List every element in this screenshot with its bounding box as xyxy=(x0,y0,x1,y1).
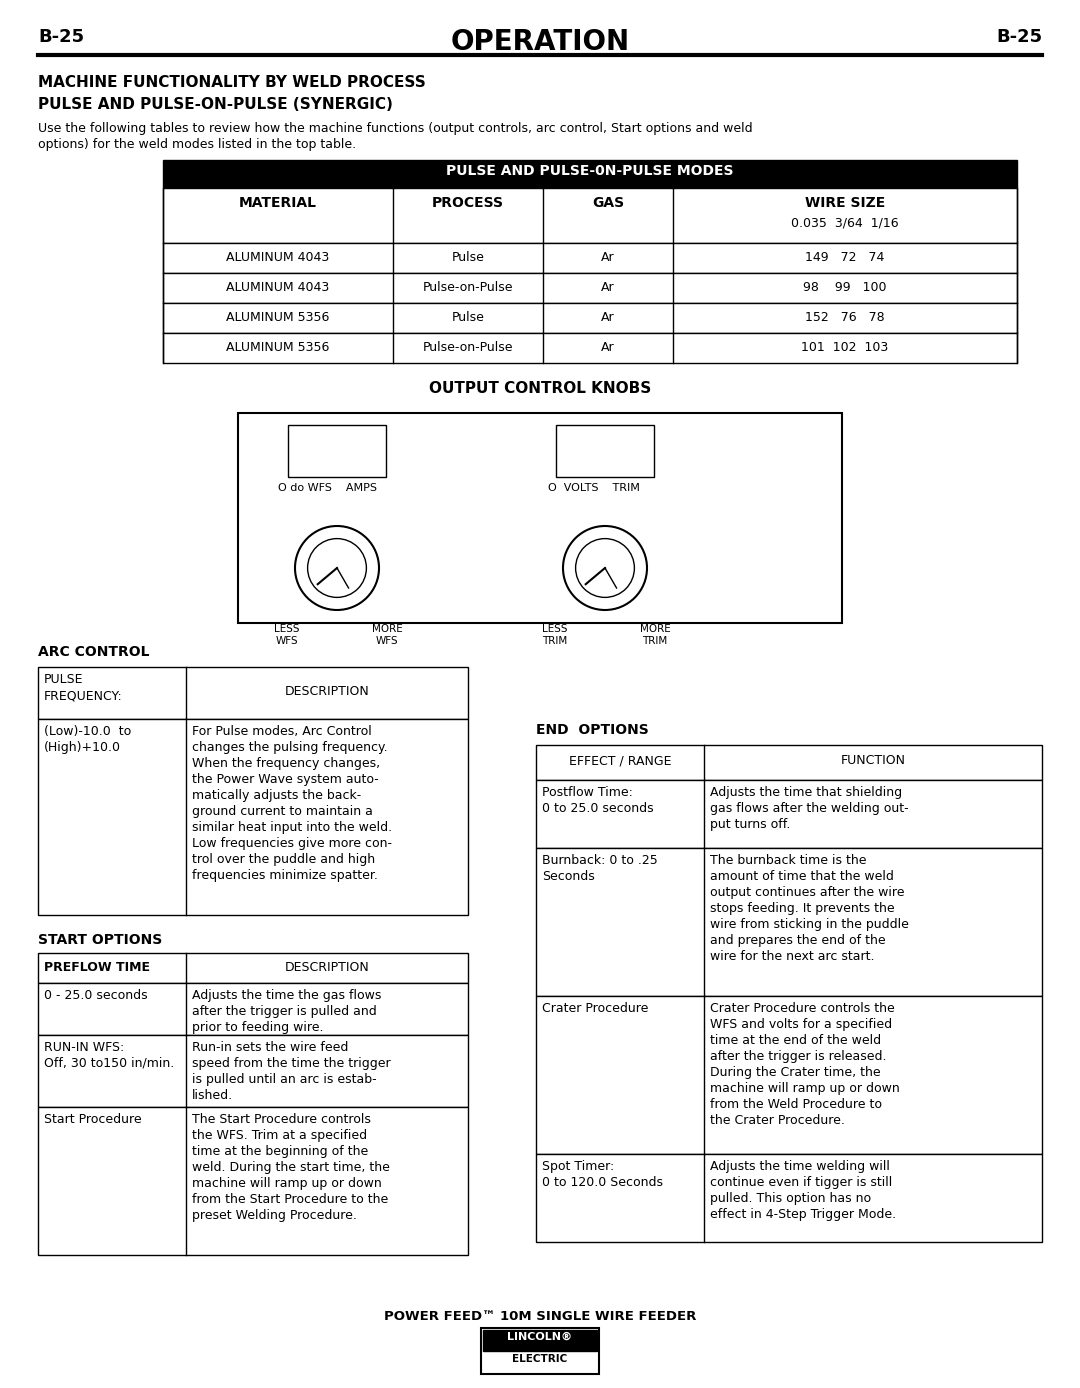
Bar xyxy=(556,425,654,477)
Bar xyxy=(536,997,1042,1153)
Text: PULSE AND PULSE-0N-PULSE MODES: PULSE AND PULSE-0N-PULSE MODES xyxy=(446,164,733,178)
Text: DESCRIPTION: DESCRIPTION xyxy=(285,686,369,698)
Text: The burnback time is the
amount of time that the weld
output continues after the: The burnback time is the amount of time … xyxy=(710,854,909,963)
Bar xyxy=(38,1035,468,1108)
Text: Adjusts the time welding will
continue even if tigger is still
pulled. This opti: Adjusts the time welding will continue e… xyxy=(710,1160,896,1221)
Text: ALUMINUM 5356: ALUMINUM 5356 xyxy=(227,311,329,323)
Text: ELECTRIC: ELECTRIC xyxy=(512,1355,568,1364)
Text: LINCOLN®: LINCOLN® xyxy=(508,1332,572,1342)
Text: 0.035  3/64  1/16: 0.035 3/64 1/16 xyxy=(792,217,899,229)
Bar xyxy=(38,719,468,915)
Text: DESCRIPTION: DESCRIPTION xyxy=(285,960,369,974)
Bar xyxy=(163,160,1017,187)
Text: MORE
TRIM: MORE TRIM xyxy=(639,625,671,647)
Text: Adjusts the time the gas flows
after the trigger is pulled and
prior to feeding : Adjusts the time the gas flows after the… xyxy=(192,990,381,1034)
Text: Pulse: Pulse xyxy=(451,251,485,264)
Bar xyxy=(163,187,1017,243)
Text: RUN-IN WFS:
Off, 30 to150 in/min.: RUN-IN WFS: Off, 30 to150 in/min. xyxy=(44,1041,174,1070)
Text: Crater Procedure controls the
WFS and volts for a specified
time at the end of t: Crater Procedure controls the WFS and vo… xyxy=(710,1002,900,1127)
Bar xyxy=(163,243,1017,273)
Text: LESS
WFS: LESS WFS xyxy=(274,625,300,647)
Text: Adjusts the time that shielding
gas flows after the welding out-
put turns off.: Adjusts the time that shielding gas flow… xyxy=(710,786,908,831)
Text: B-25: B-25 xyxy=(996,28,1042,46)
Text: ARC CONTROL: ARC CONTROL xyxy=(38,645,149,659)
Text: (Low)-10.0  to
(High)+10.0: (Low)-10.0 to (High)+10.0 xyxy=(44,725,132,754)
Text: OPERATION: OPERATION xyxy=(450,28,630,56)
Text: B-25: B-25 xyxy=(38,28,84,46)
Text: ALUMINUM 4043: ALUMINUM 4043 xyxy=(227,280,329,294)
Text: MATERIAL: MATERIAL xyxy=(239,196,318,210)
Bar xyxy=(38,1108,468,1255)
Text: START OPTIONS: START OPTIONS xyxy=(38,933,162,947)
Text: MORE
WFS: MORE WFS xyxy=(372,625,403,647)
Text: For Pulse modes, Arc Control
changes the pulsing frequency.
When the frequency c: For Pulse modes, Arc Control changes the… xyxy=(192,725,392,881)
Text: PROCESS: PROCESS xyxy=(432,196,504,210)
Text: OUTPUT CONTROL KNOBS: OUTPUT CONTROL KNOBS xyxy=(429,380,651,396)
Bar xyxy=(163,333,1017,364)
Text: Pulse-on-Pulse: Pulse-on-Pulse xyxy=(422,280,513,294)
Text: Crater Procedure: Crater Procedure xyxy=(542,1002,648,1015)
Text: Ar: Ar xyxy=(602,311,615,323)
Bar xyxy=(481,1328,599,1374)
Bar xyxy=(38,954,468,983)
Text: options) for the weld modes listed in the top table.: options) for the weld modes listed in th… xyxy=(38,137,356,151)
Text: Burnback: 0 to .25
Seconds: Burnback: 0 to .25 Seconds xyxy=(542,854,658,883)
Bar xyxy=(163,303,1017,333)
Text: Pulse: Pulse xyxy=(451,311,485,323)
Text: MACHINE FUNCTIONALITY BY WELD PROCESS: MACHINE FUNCTIONALITY BY WELD PROCESS xyxy=(38,75,426,90)
Bar xyxy=(238,414,842,623)
Text: Spot Timer:
0 to 120.0 Seconds: Spot Timer: 0 to 120.0 Seconds xyxy=(542,1160,663,1190)
Text: ALUMINUM 4043: ALUMINUM 4043 xyxy=(227,251,329,264)
Bar xyxy=(483,1330,597,1351)
Bar xyxy=(38,983,468,1035)
Text: PULSE AND PULSE-ON-PULSE (SYNERGIC): PULSE AND PULSE-ON-PULSE (SYNERGIC) xyxy=(38,97,393,112)
Text: 152   76   78: 152 76 78 xyxy=(806,311,885,323)
Text: LESS
TRIM: LESS TRIM xyxy=(542,625,568,647)
Bar xyxy=(38,668,468,719)
Bar xyxy=(536,745,1042,780)
Text: FUNCTION: FUNCTION xyxy=(840,754,905,768)
Bar xyxy=(288,425,386,477)
Text: Run-in sets the wire feed
speed from the time the trigger
is pulled until an arc: Run-in sets the wire feed speed from the… xyxy=(192,1041,391,1102)
Text: PREFLOW TIME: PREFLOW TIME xyxy=(44,960,150,974)
Bar xyxy=(536,780,1042,848)
Text: Start Procedure: Start Procedure xyxy=(44,1113,141,1126)
Text: PULSE
FREQUENCY:: PULSE FREQUENCY: xyxy=(44,673,123,702)
Bar xyxy=(163,273,1017,303)
Bar xyxy=(536,1153,1042,1242)
Text: O do WFS    AMPS: O do WFS AMPS xyxy=(278,483,377,493)
Text: Pulse-on-Pulse: Pulse-on-Pulse xyxy=(422,341,513,354)
Text: 101  102  103: 101 102 103 xyxy=(801,341,889,354)
Text: 0 - 25.0 seconds: 0 - 25.0 seconds xyxy=(44,990,148,1002)
Text: Ar: Ar xyxy=(602,251,615,264)
Text: EFFECT / RANGE: EFFECT / RANGE xyxy=(569,754,672,768)
Text: WIRE SIZE: WIRE SIZE xyxy=(805,196,886,210)
Text: ALUMINUM 5356: ALUMINUM 5356 xyxy=(227,341,329,354)
Text: POWER FEED™ 10M SINGLE WIRE FEEDER: POWER FEED™ 10M SINGLE WIRE FEEDER xyxy=(383,1310,697,1323)
Text: Postflow Time:
0 to 25.0 seconds: Postflow Time: 0 to 25.0 seconds xyxy=(542,786,653,815)
Text: O  VOLTS    TRIM: O VOLTS TRIM xyxy=(548,483,639,493)
Text: GAS: GAS xyxy=(592,196,624,210)
Text: 98    99   100: 98 99 100 xyxy=(804,280,887,294)
Text: Ar: Ar xyxy=(602,341,615,354)
Text: 149   72   74: 149 72 74 xyxy=(806,251,885,264)
Text: The Start Procedure controls
the WFS. Trim at a specified
time at the beginning : The Start Procedure controls the WFS. Tr… xyxy=(192,1113,390,1221)
Bar xyxy=(536,848,1042,997)
Text: Ar: Ar xyxy=(602,280,615,294)
Text: END  OPTIONS: END OPTIONS xyxy=(536,723,649,737)
Text: Use the following tables to review how the machine functions (output controls, a: Use the following tables to review how t… xyxy=(38,122,753,135)
